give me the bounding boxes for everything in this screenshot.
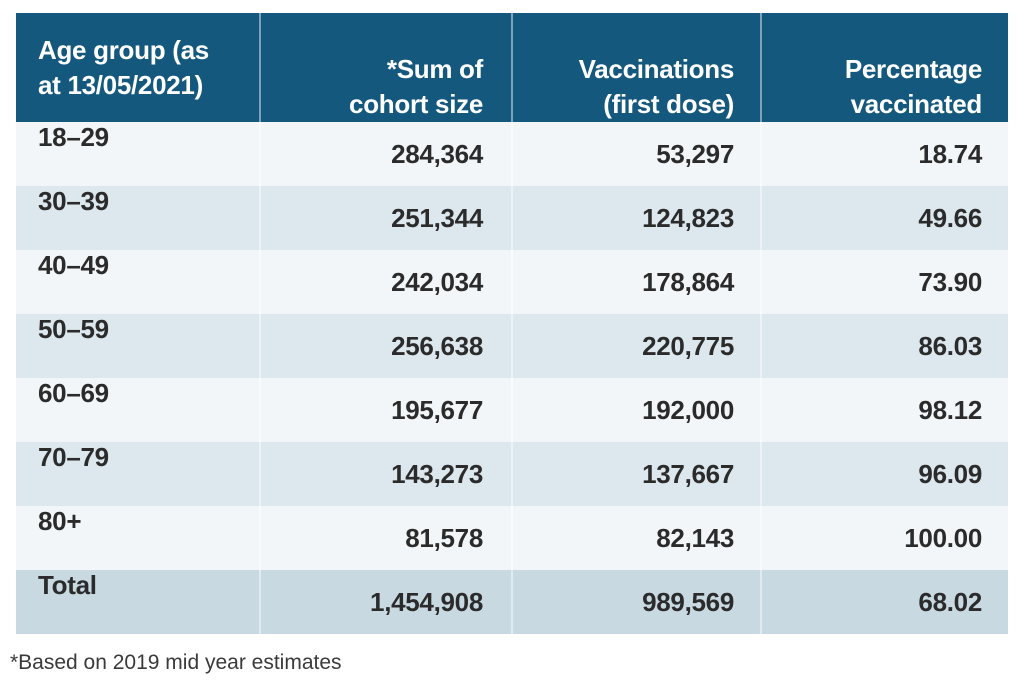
header-line: vaccinated — [850, 89, 983, 119]
cell-cohort-size: 256,638 — [259, 314, 511, 378]
header-line: Age group (as — [38, 34, 209, 65]
cell-percentage: 96.09 — [760, 442, 1008, 506]
table-row: 80+ 81,578 82,143 100.00 — [16, 506, 1008, 570]
cell-percentage: 73.90 — [760, 250, 1008, 314]
cell-cohort-size: 251,344 — [259, 186, 511, 250]
cell-total-vaccinations: 989,569 — [511, 570, 760, 634]
cell-total-label: Total — [38, 570, 97, 600]
cell-age-group: 50–59 — [38, 314, 109, 344]
header-cell-percentage: Percentage vaccinated — [760, 13, 1008, 122]
header-line: *Sum of — [386, 54, 483, 84]
table-row: 18–29 284,364 53,297 18.74 — [16, 122, 1008, 186]
cell-percentage: 18.74 — [760, 122, 1008, 186]
cell-percentage: 86.03 — [760, 314, 1008, 378]
cell-cohort-size: 284,364 — [259, 122, 511, 186]
cell-total-percentage: 68.02 — [760, 570, 1008, 634]
cell-percentage: 100.00 — [760, 506, 1008, 570]
header-line: Percentage — [844, 54, 982, 84]
vaccination-table: Age group (as at 13/05/2021) *Sum of coh… — [16, 13, 1008, 634]
cell-age-group: 40–49 — [38, 250, 109, 280]
table-row: 50–59 256,638 220,775 86.03 — [16, 314, 1008, 378]
header-cell-vaccinations: Vaccinations (first dose) — [511, 13, 760, 122]
cell-vaccinations: 220,775 — [511, 314, 760, 378]
table-row: 70–79 143,273 137,667 96.09 — [16, 442, 1008, 506]
table-header-row: Age group (as at 13/05/2021) *Sum of coh… — [16, 13, 1008, 122]
cell-percentage: 49.66 — [760, 186, 1008, 250]
header-cell-age-group: Age group (as at 13/05/2021) — [16, 13, 259, 122]
header-line: at 13/05/2021) — [38, 69, 203, 100]
cell-vaccinations: 82,143 — [511, 506, 760, 570]
cell-percentage: 98.12 — [760, 378, 1008, 442]
cell-age-group: 60–69 — [38, 378, 109, 408]
cell-vaccinations: 178,864 — [511, 250, 760, 314]
table-footnote: *Based on 2019 mid year estimates — [10, 651, 342, 674]
table-row: 30–39 251,344 124,823 49.66 — [16, 186, 1008, 250]
cell-age-group: 18–29 — [38, 122, 109, 152]
cell-vaccinations: 192,000 — [511, 378, 760, 442]
cell-age-group: 70–79 — [38, 442, 109, 472]
cell-vaccinations: 137,667 — [511, 442, 760, 506]
cell-cohort-size: 195,677 — [259, 378, 511, 442]
table-total-row: Total 1,454,908 989,569 68.02 — [16, 570, 1008, 634]
cell-cohort-size: 242,034 — [259, 250, 511, 314]
header-line: Vaccinations — [578, 54, 735, 84]
cell-cohort-size: 143,273 — [259, 442, 511, 506]
cell-age-group: 30–39 — [38, 186, 109, 216]
header-cell-cohort-size: *Sum of cohort size — [259, 13, 511, 122]
header-line: cohort size — [349, 89, 483, 119]
cell-vaccinations: 124,823 — [511, 186, 760, 250]
table-row: 60–69 195,677 192,000 98.12 — [16, 378, 1008, 442]
cell-cohort-size: 81,578 — [259, 506, 511, 570]
table-row: 40–49 242,034 178,864 73.90 — [16, 250, 1008, 314]
header-line: (first dose) — [603, 89, 734, 119]
cell-total-cohort-size: 1,454,908 — [259, 570, 511, 634]
cell-vaccinations: 53,297 — [511, 122, 760, 186]
cell-age-group: 80+ — [38, 506, 82, 536]
